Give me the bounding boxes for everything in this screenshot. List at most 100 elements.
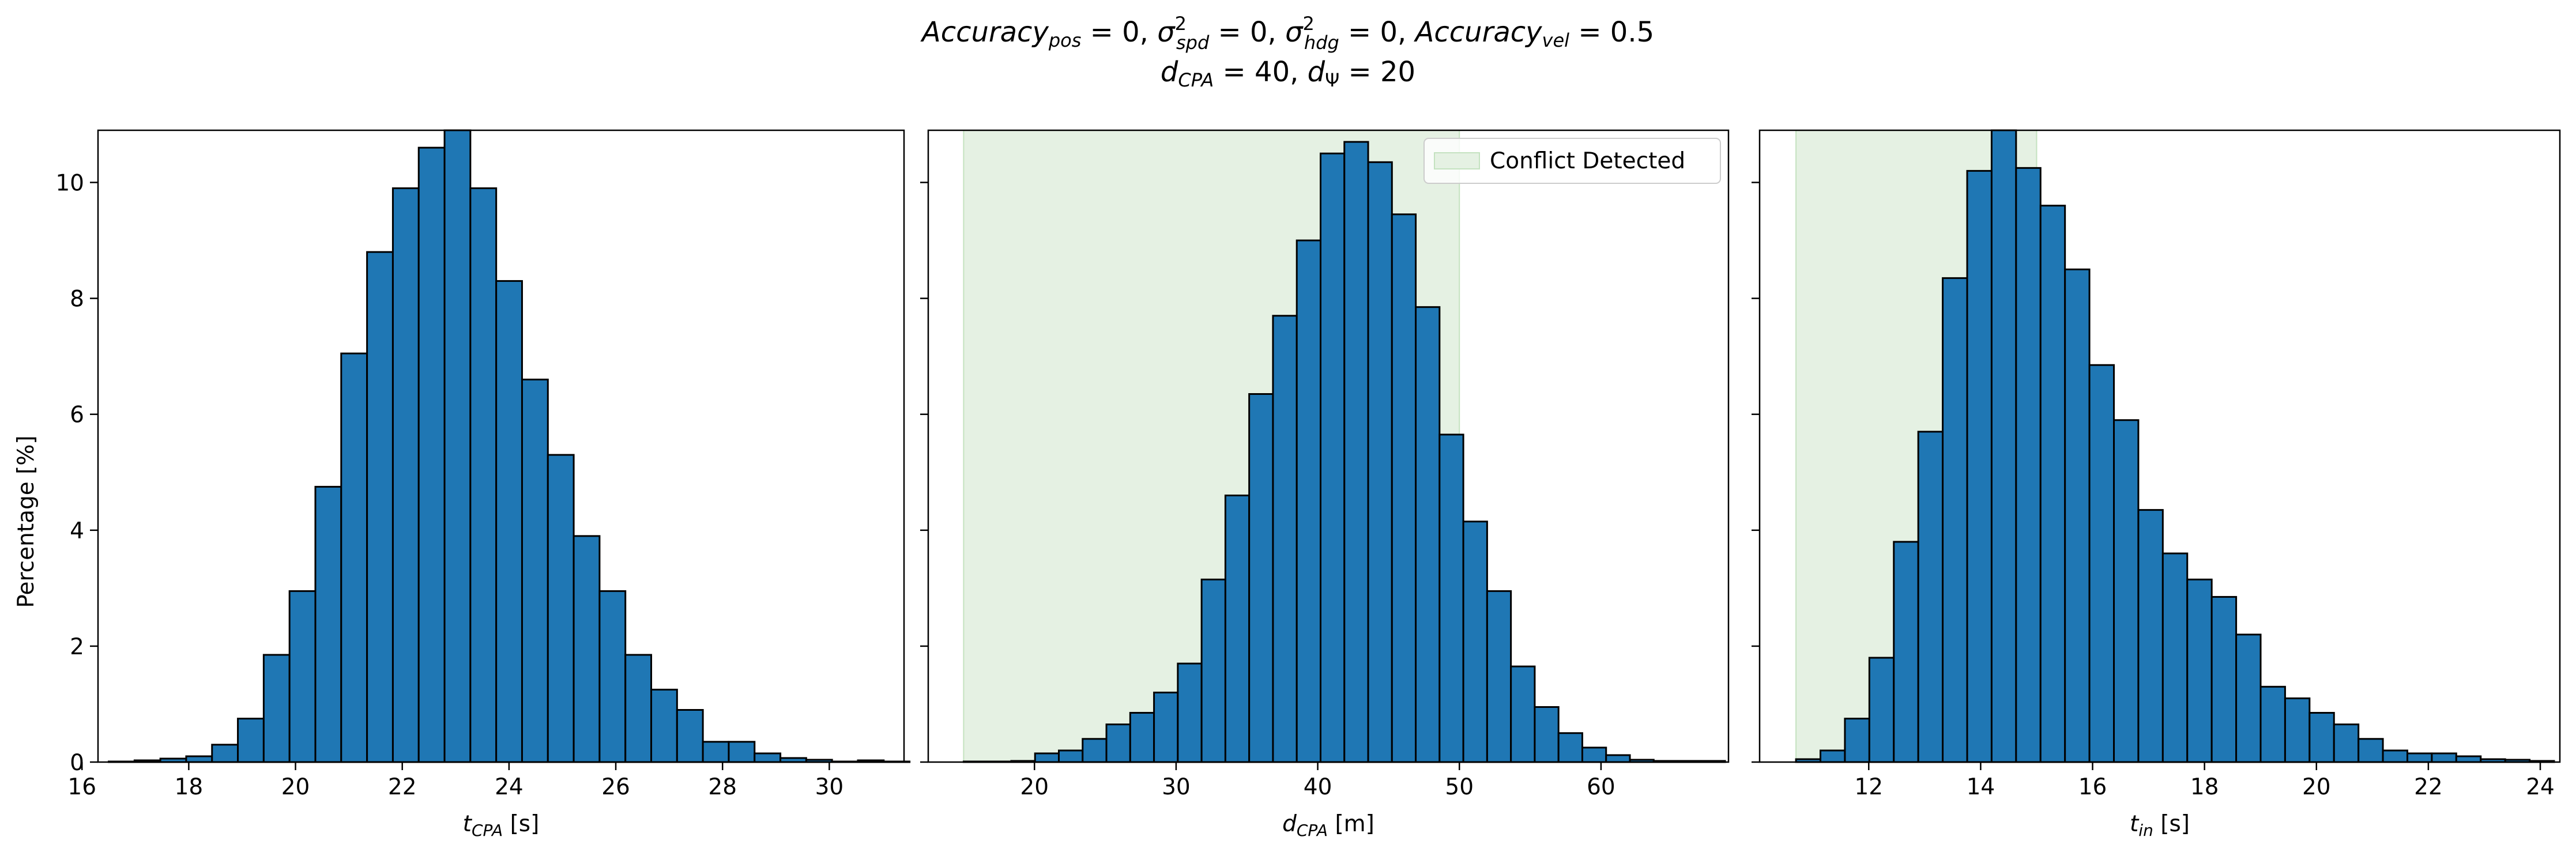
x-tick-label: 20 [281, 774, 310, 800]
legend-box [1423, 138, 1721, 184]
y-tick-label: 10 [55, 170, 84, 196]
histogram-bar [340, 352, 368, 763]
histogram-bar [1966, 169, 1993, 763]
chart-panel-tin: 12 14 16 18 20 22 24 tin [s] [1752, 129, 2561, 840]
histogram-bar [1272, 315, 1298, 763]
histogram-bar [1058, 749, 1084, 763]
figure-title-line-1: Accuracypos = 0, σ2 spd = 0, σ2 hdg = 0, A… [920, 13, 1654, 54]
x-tick-label: 24 [2526, 774, 2555, 800]
x-tick-label: 28 [708, 774, 737, 800]
histogram-bar [2455, 755, 2482, 763]
histogram-bar [702, 741, 730, 763]
histogram-bar [2382, 749, 2409, 763]
y-tick-label: 4 [70, 518, 84, 544]
histogram-bar [2259, 685, 2286, 763]
histogram-bar [1177, 662, 1203, 763]
histogram-bar [262, 654, 291, 763]
y-axis-label: Percentage [%] [13, 435, 39, 608]
histogram-bar [1224, 494, 1251, 763]
histogram-bar [1534, 706, 1560, 763]
histogram-bar [2235, 634, 2262, 763]
x-axis-label: dCPA [m] [1282, 811, 1374, 840]
histogram-bar [598, 590, 627, 763]
histogram-bar [1844, 718, 1870, 763]
histogram-bar [1893, 541, 1919, 763]
histogram-bar [2357, 738, 2384, 763]
x-tick-label: 30 [815, 774, 844, 800]
histogram-bar [185, 755, 213, 763]
histogram-bar [1990, 129, 2017, 763]
histogram-bar [443, 129, 472, 763]
x-tick-label: 18 [175, 774, 204, 800]
legend-label: Conflict Detected [1490, 148, 1685, 174]
histogram-bar [391, 187, 420, 763]
histogram-bar [314, 485, 342, 763]
histogram-bar [547, 454, 575, 763]
histogram-bar [1486, 590, 1512, 763]
x-tick-label: 12 [1854, 774, 1883, 800]
x-tick-label: 40 [1304, 774, 1332, 800]
legend: Conflict Detected [1423, 138, 1721, 184]
histogram-bar [2333, 723, 2360, 763]
axes-frame [927, 129, 1730, 763]
histogram-bar [2210, 595, 2238, 763]
y-tick-label: 0 [70, 750, 84, 776]
x-tick-label: 22 [2414, 774, 2443, 800]
y-tick-label: 6 [70, 402, 84, 428]
x-tick-label: 24 [495, 774, 524, 800]
histogram-bar [2186, 578, 2213, 763]
histogram-bar [573, 535, 601, 763]
axes-frame [1758, 129, 2561, 763]
histogram-bar [1391, 213, 1417, 763]
histogram-bar [2161, 552, 2189, 763]
histogram-bar [754, 752, 782, 763]
histogram-bar [1319, 152, 1346, 763]
histogram-bar [728, 741, 756, 763]
histogram-bar [1557, 732, 1583, 763]
histogram-bar [2088, 364, 2115, 763]
histogram-bar [1438, 433, 1464, 763]
x-tick-label: 30 [1162, 774, 1191, 800]
x-tick-label: 20 [2302, 774, 2331, 800]
histogram-bar [2308, 712, 2335, 763]
histogram-bar [2113, 419, 2140, 763]
histogram-bar [237, 718, 265, 763]
histogram-bar [1295, 239, 1321, 763]
histogram-bar [1820, 749, 1846, 763]
histogram-bar [676, 709, 704, 763]
histogram-bar [1129, 712, 1155, 763]
chart-panel-dcpa: 20 30 40 50 60 dCPA [m] Conflict Detected [920, 129, 1730, 840]
x-tick-label: 16 [67, 774, 96, 800]
x-tick-label: 20 [1020, 774, 1049, 800]
histogram-bar [288, 590, 317, 763]
x-tick-label: 18 [2190, 774, 2219, 800]
histogram-bar [1868, 657, 1895, 763]
legend-swatch [1434, 152, 1480, 169]
histogram-bar [1248, 393, 1274, 763]
histogram-bar [1917, 431, 1944, 763]
histogram-bar [521, 378, 549, 763]
x-tick-label: 22 [388, 774, 417, 800]
histogram-bar [1415, 306, 1441, 763]
histogram-bar [1105, 723, 1131, 763]
histogram-bar [366, 251, 394, 763]
histogram-bar [2406, 752, 2433, 763]
histogram-bar [650, 688, 678, 763]
x-tick-label: 14 [1967, 774, 1995, 800]
x-tick-label: 16 [2078, 774, 2107, 800]
histogram-bar [2064, 268, 2091, 763]
figure-title-line-2: dCPA = 40, dΨ = 20 [1161, 56, 1415, 91]
histogram-bar [1367, 161, 1393, 763]
x-axis-label: tCPA [s] [463, 811, 540, 840]
histogram-bar [1034, 752, 1060, 763]
histogram-bar [1343, 141, 1369, 763]
histogram-bar [2431, 752, 2457, 763]
histogram-bar [2039, 205, 2066, 763]
y-tick-label: 8 [70, 286, 84, 312]
histogram-bar [2137, 509, 2164, 763]
histogram-bar [211, 744, 239, 763]
histogram-bar [1510, 665, 1536, 763]
histogram-bar [1082, 738, 1108, 763]
